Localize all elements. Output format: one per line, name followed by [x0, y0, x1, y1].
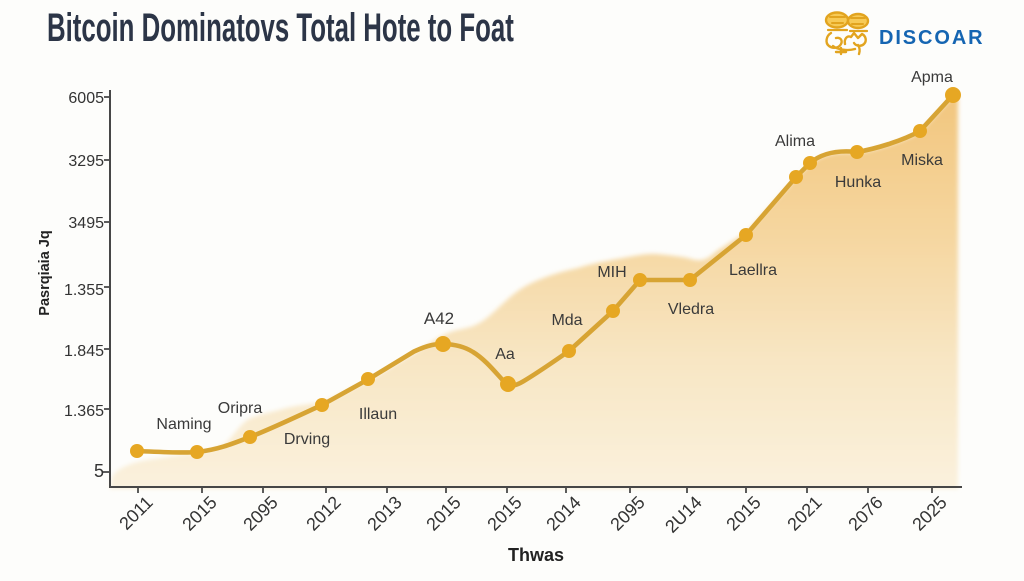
svg-text:Miska: Miska: [901, 152, 943, 169]
svg-text:Aa: Aa: [495, 346, 515, 363]
svg-text:Apma: Apma: [911, 69, 953, 86]
svg-text:1.365: 1.365: [64, 403, 104, 420]
svg-text:1.845: 1.845: [64, 343, 104, 360]
svg-text:Hunka: Hunka: [835, 174, 881, 191]
svg-text:A42: A42: [424, 309, 454, 328]
svg-text:Thwas: Thwas: [508, 545, 564, 565]
svg-text:Laellra: Laellra: [729, 262, 777, 279]
svg-text:1.355: 1.355: [64, 282, 104, 299]
svg-text:Drving: Drving: [284, 431, 330, 448]
svg-text:Naming: Naming: [156, 416, 211, 433]
svg-text:6005: 6005: [68, 90, 104, 107]
svg-text:Oripra: Oripra: [218, 400, 263, 417]
svg-text:3495: 3495: [68, 215, 104, 232]
svg-text:3295: 3295: [68, 153, 104, 170]
svg-text:Mda: Mda: [551, 312, 582, 329]
svg-text:5: 5: [94, 461, 104, 481]
svg-text:MIH: MIH: [597, 264, 626, 281]
svg-text:Vledra: Vledra: [668, 301, 714, 318]
svg-text:Illaun: Illaun: [359, 406, 397, 423]
svg-text:Pasrqiaia Jq: Pasrqiaia Jq: [37, 230, 53, 315]
svg-text:Alima: Alima: [775, 133, 815, 150]
